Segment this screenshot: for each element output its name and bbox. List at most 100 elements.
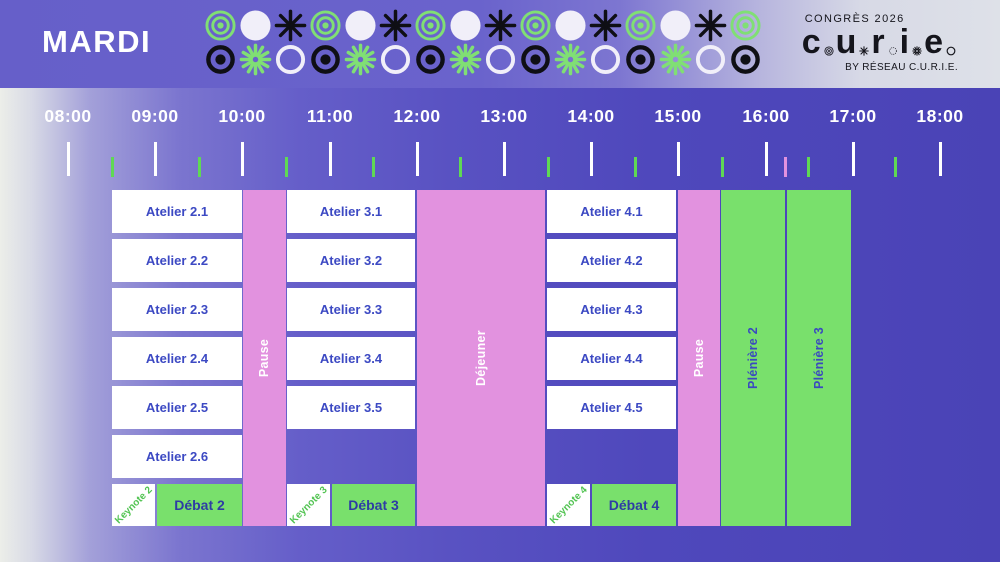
keynote-label: Keynote 4 [547,484,590,526]
session-keynote-4: Keynote 4 [547,484,590,526]
hour-tick [329,142,332,176]
band-label: Plénière 3 [811,326,826,390]
schedule-board: 08:00 09:00 10:00 11:00 12:00 13:00 14:00 15:00… [0,88,1000,562]
circle-icon [344,9,377,42]
session-atelier-3-2: Atelier 3.2 [287,239,415,282]
logo-letter-c: c [801,23,822,61]
debat-label: Débat 2 [174,497,225,513]
page-title: MARDI [42,24,152,59]
ring-icon [946,46,956,56]
circle-icon [554,9,587,42]
ring-icon [589,43,622,76]
decorative-icon-strip [204,9,762,76]
hour-tick [765,142,768,176]
hour-tick [852,142,855,176]
target-icon [309,9,342,42]
logo-letter-e: e [924,23,944,61]
half-hour-tick [372,157,375,177]
band-label: Pause [257,338,272,378]
session-label: Atelier 3.3 [319,302,383,317]
session-label: Atelier 2.2 [145,253,209,268]
session-atelier-4-4: Atelier 4.4 [547,337,676,380]
hour-tick [503,142,506,176]
session-d-bat-3: Débat 3 [332,484,415,526]
session-atelier-3-3: Atelier 3.3 [287,288,415,331]
half-hour-tick [721,157,724,177]
half-hour-tick [807,157,810,177]
logo-letter-r: r [871,23,886,61]
session-label: Atelier 2.4 [145,351,209,366]
asterisk-icon [859,46,870,56]
debat-label: Débat 4 [608,497,660,513]
session-keynote-3: Keynote 3 [287,484,330,526]
congress-year-label: CONGRÈS 2026 [804,13,905,25]
asterisk-icon [379,9,412,42]
sunburst-icon [449,43,482,76]
time-label-0900: 09:00 [131,106,179,126]
time-label-1500: 15:00 [654,106,702,126]
ring-icon [694,43,727,76]
half-hour-tick [547,157,550,177]
ring-dashed-icon [888,46,898,56]
band-pause-1: Pause [243,190,286,526]
record-icon [414,43,447,76]
hour-tick [416,142,419,176]
session-atelier-2-1: Atelier 2.1 [112,190,242,233]
record-icon [309,43,342,76]
ring-icon [484,43,517,76]
band-pleniere-3: Plénière 3 [787,190,851,526]
session-atelier-4-5: Atelier 4.5 [547,386,676,429]
band-pleniere-2: Plénière 2 [721,190,785,526]
target-icon [519,9,552,42]
half-hour-tick [111,157,114,177]
keynote-label: Keynote 3 [287,484,330,526]
special-pink-tick [784,157,787,177]
band-label: Plénière 2 [745,326,760,390]
keynote-label: Keynote 2 [112,484,155,526]
sunburst-icon [239,43,272,76]
sunburst-icon [912,46,922,56]
session-atelier-3-1: Atelier 3.1 [287,190,415,233]
session-label: Atelier 2.1 [145,204,209,219]
half-hour-tick [894,157,897,177]
session-atelier-2-3: Atelier 2.3 [112,288,242,331]
time-label-1000: 10:00 [218,106,266,126]
half-hour-tick [459,157,462,177]
circle-icon [449,9,482,42]
session-label: Atelier 2.3 [145,302,209,317]
sunburst-icon [344,43,377,76]
session-label: Atelier 3.2 [319,253,383,268]
session-atelier-3-4: Atelier 3.4 [287,337,415,380]
asterisk-icon [274,9,307,42]
session-label: Atelier 4.1 [580,204,643,219]
target-icon [624,9,657,42]
half-hour-tick [634,157,637,177]
band-label: Pause [692,338,706,378]
time-label-1300: 13:00 [480,106,528,126]
target-icon [824,46,834,56]
record-icon [519,43,552,76]
record-icon [624,43,657,76]
asterisk-icon [484,9,517,42]
session-d-bat-4: Débat 4 [592,484,676,526]
session-label: Atelier 4.5 [580,400,643,415]
session-label: Atelier 2.6 [145,449,209,464]
ring-icon [274,43,307,76]
hour-tick [154,142,157,176]
band-dejeuner: Déjeuner [417,190,545,526]
session-label: Atelier 3.4 [319,351,383,366]
record-icon [204,43,237,76]
session-atelier-4-1: Atelier 4.1 [547,190,676,233]
session-d-bat-2: Débat 2 [157,484,242,526]
session-label: Atelier 4.4 [580,351,643,366]
time-label-1400: 14:00 [567,106,615,126]
hour-tick [677,142,680,176]
session-atelier-3-5: Atelier 3.5 [287,386,415,429]
target-icon [414,9,447,42]
logo-letter-u: u [835,23,858,61]
session-label: Atelier 4.2 [580,253,643,268]
icon-row-1 [204,9,762,42]
hour-tick [67,142,70,176]
